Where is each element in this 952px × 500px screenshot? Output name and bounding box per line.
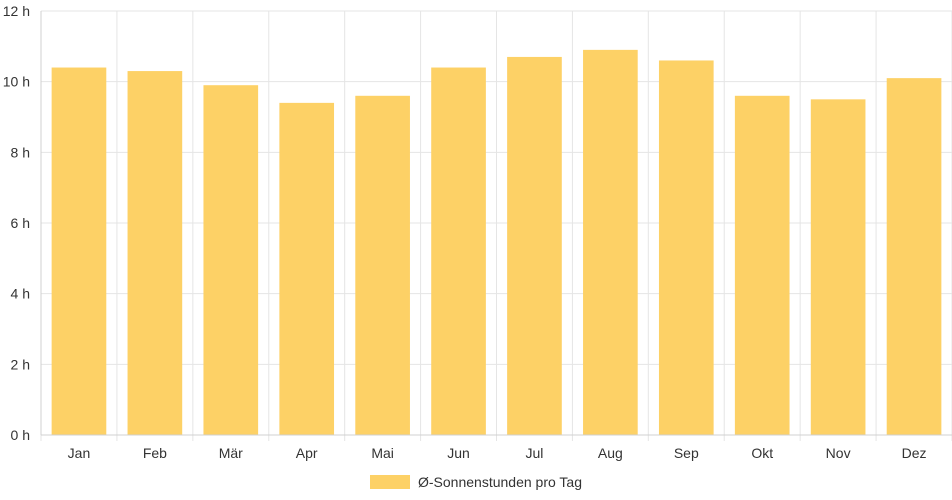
y-tick-label: 2 h (11, 356, 30, 372)
x-tick-label: Apr (296, 445, 318, 461)
x-tick-label: Jun (447, 445, 470, 461)
x-tick-label: Jan (68, 445, 91, 461)
bar-4[interactable] (355, 95, 410, 436)
bar-6[interactable] (507, 56, 562, 435)
bar-7[interactable] (583, 49, 638, 435)
y-tick-label: 12 h (3, 3, 30, 19)
legend-swatch[interactable] (370, 475, 410, 489)
axes (40, 11, 952, 436)
bar-9[interactable] (734, 95, 790, 436)
bar-0[interactable] (51, 67, 107, 436)
x-tick-label: Nov (826, 445, 851, 461)
x-tick-label: Sep (674, 445, 699, 461)
bar-1[interactable] (127, 71, 183, 436)
x-tick-label: Dez (902, 445, 927, 461)
x-tick-label: Okt (751, 445, 773, 461)
bars (51, 49, 942, 436)
bar-2[interactable] (203, 85, 259, 435)
y-tick-label: 10 h (3, 74, 30, 90)
x-tick-label: Mai (371, 445, 394, 461)
y-tick-label: 4 h (11, 286, 30, 302)
x-tick-label: Aug (598, 445, 623, 461)
x-tick-labels: Jan Feb Mär Apr Mai Jun Jul Aug Sep Okt Nov Dez (68, 445, 927, 461)
bar-8[interactable] (658, 60, 714, 435)
y-tick-label: 0 h (11, 427, 30, 443)
x-tick-label: Feb (143, 445, 167, 461)
x-tick-label: Mär (219, 445, 243, 461)
y-tick-label: 6 h (11, 215, 30, 231)
bar-5[interactable] (431, 67, 486, 436)
bar-10[interactable] (810, 99, 866, 435)
legend-label[interactable]: Ø-Sonnenstunden pro Tag (418, 474, 582, 490)
grid-lines (40, 10, 952, 441)
y-tick-labels: 0 h 2 h 4 h 6 h 8 h 10 h 12 h (3, 3, 30, 443)
legend[interactable]: Ø-Sonnenstunden pro Tag (370, 474, 582, 490)
x-tick-label: Jul (526, 445, 544, 461)
y-tick-label: 8 h (11, 144, 30, 160)
bar-11[interactable] (886, 78, 942, 435)
bar-3[interactable] (279, 102, 335, 435)
